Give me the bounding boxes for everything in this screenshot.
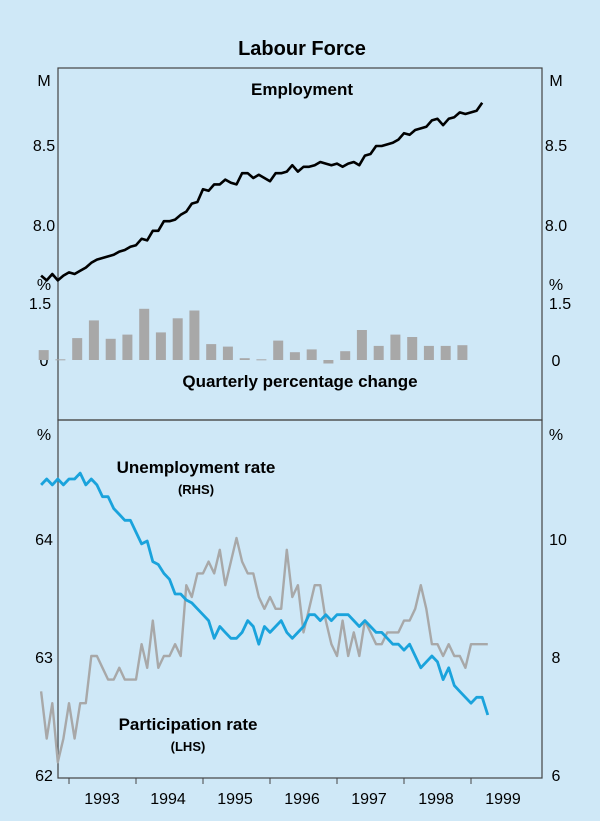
quarterly-bar-0 [38,350,49,360]
quarterly-bar-9 [189,310,200,360]
chart-title: Labour Force [238,38,366,60]
employment-unit-right: M [549,73,562,90]
employment-line [40,102,484,282]
quarterly-bar-2 [72,338,83,360]
employment-ytick-left-8-5: 8.5 [33,138,55,155]
participation-sub: (LHS) [171,739,206,754]
quarterly-bar-7 [155,332,166,360]
unemployment-label: Unemployment rate [117,458,276,477]
rates-ytick-left-64: 64 [35,532,53,549]
employment-label: Employment [251,80,353,99]
quarterly-bar-23 [423,345,434,360]
x-tick-1997: 1997 [351,791,387,808]
participation-label: Participation rate [119,715,258,734]
x-axis-years: 1993 1994 1995 1996 1997 1998 1999 [84,791,521,808]
employment-ytick-right-8-5: 8.5 [545,138,567,155]
quarterly-bar-24 [440,345,451,360]
unemployment-line [40,471,490,716]
quarterly-bar-3 [88,320,99,360]
rates-ytick-right-8: 8 [552,650,561,667]
quarterly-bar-16 [306,349,317,360]
quarterly-bar-13 [256,359,267,361]
panel-frames [57,67,543,779]
x-tick-1995: 1995 [217,791,253,808]
quarterly-ytick-right-1-5: 1.5 [549,296,571,313]
quarterly-bar-19 [356,330,367,360]
quarterly-unit-right: % [549,277,563,294]
x-tick-1996: 1996 [284,791,320,808]
quarterly-bar-4 [105,338,116,360]
rates-ytick-right-10: 10 [549,532,567,549]
quarterly-bar-12 [239,358,250,360]
quarterly-bar-1 [55,359,66,361]
quarterly-bar-11 [222,346,233,360]
quarterly-bar-17 [323,360,334,364]
rates-unit-left: % [37,427,51,444]
x-tick-1994: 1994 [150,791,186,808]
employment-unit-left: M [37,73,50,90]
quarterly-bar-18 [340,351,351,360]
quarterly-bar-8 [172,318,183,360]
rates-ytick-left-63: 63 [35,650,53,667]
quarterly-bar-14 [273,340,284,360]
quarterly-bar-20 [373,345,384,360]
quarterly-bar-5 [122,334,133,360]
quarterly-ytick-right-0: 0 [552,353,561,370]
quarterly-label: Quarterly percentage change [182,372,417,391]
quarterly-bar-22 [407,337,418,360]
quarterly-ytick-left-0: 0 [40,353,49,370]
quarterly-bar-6 [139,308,150,360]
employment-ytick-left-8-0: 8.0 [33,218,55,235]
x-tick-1999: 1999 [485,791,521,808]
quarterly-bar-10 [206,344,217,360]
quarterly-ytick-left-1-5: 1.5 [29,296,51,313]
rates-ytick-left-62: 62 [35,768,53,785]
employment-ytick-right-8-0: 8.0 [545,218,567,235]
x-tick-1993: 1993 [84,791,120,808]
participation-line [39,536,488,764]
chart-marks [38,102,490,784]
unemployment-sub: (RHS) [178,482,214,497]
rates-unit-right: % [549,427,563,444]
quarterly-bar-15 [289,352,300,360]
quarterly-bar-21 [390,334,401,360]
rates-ytick-right-6: 6 [552,768,561,785]
quarterly-bar-25 [457,345,468,360]
x-tick-1998: 1998 [418,791,454,808]
